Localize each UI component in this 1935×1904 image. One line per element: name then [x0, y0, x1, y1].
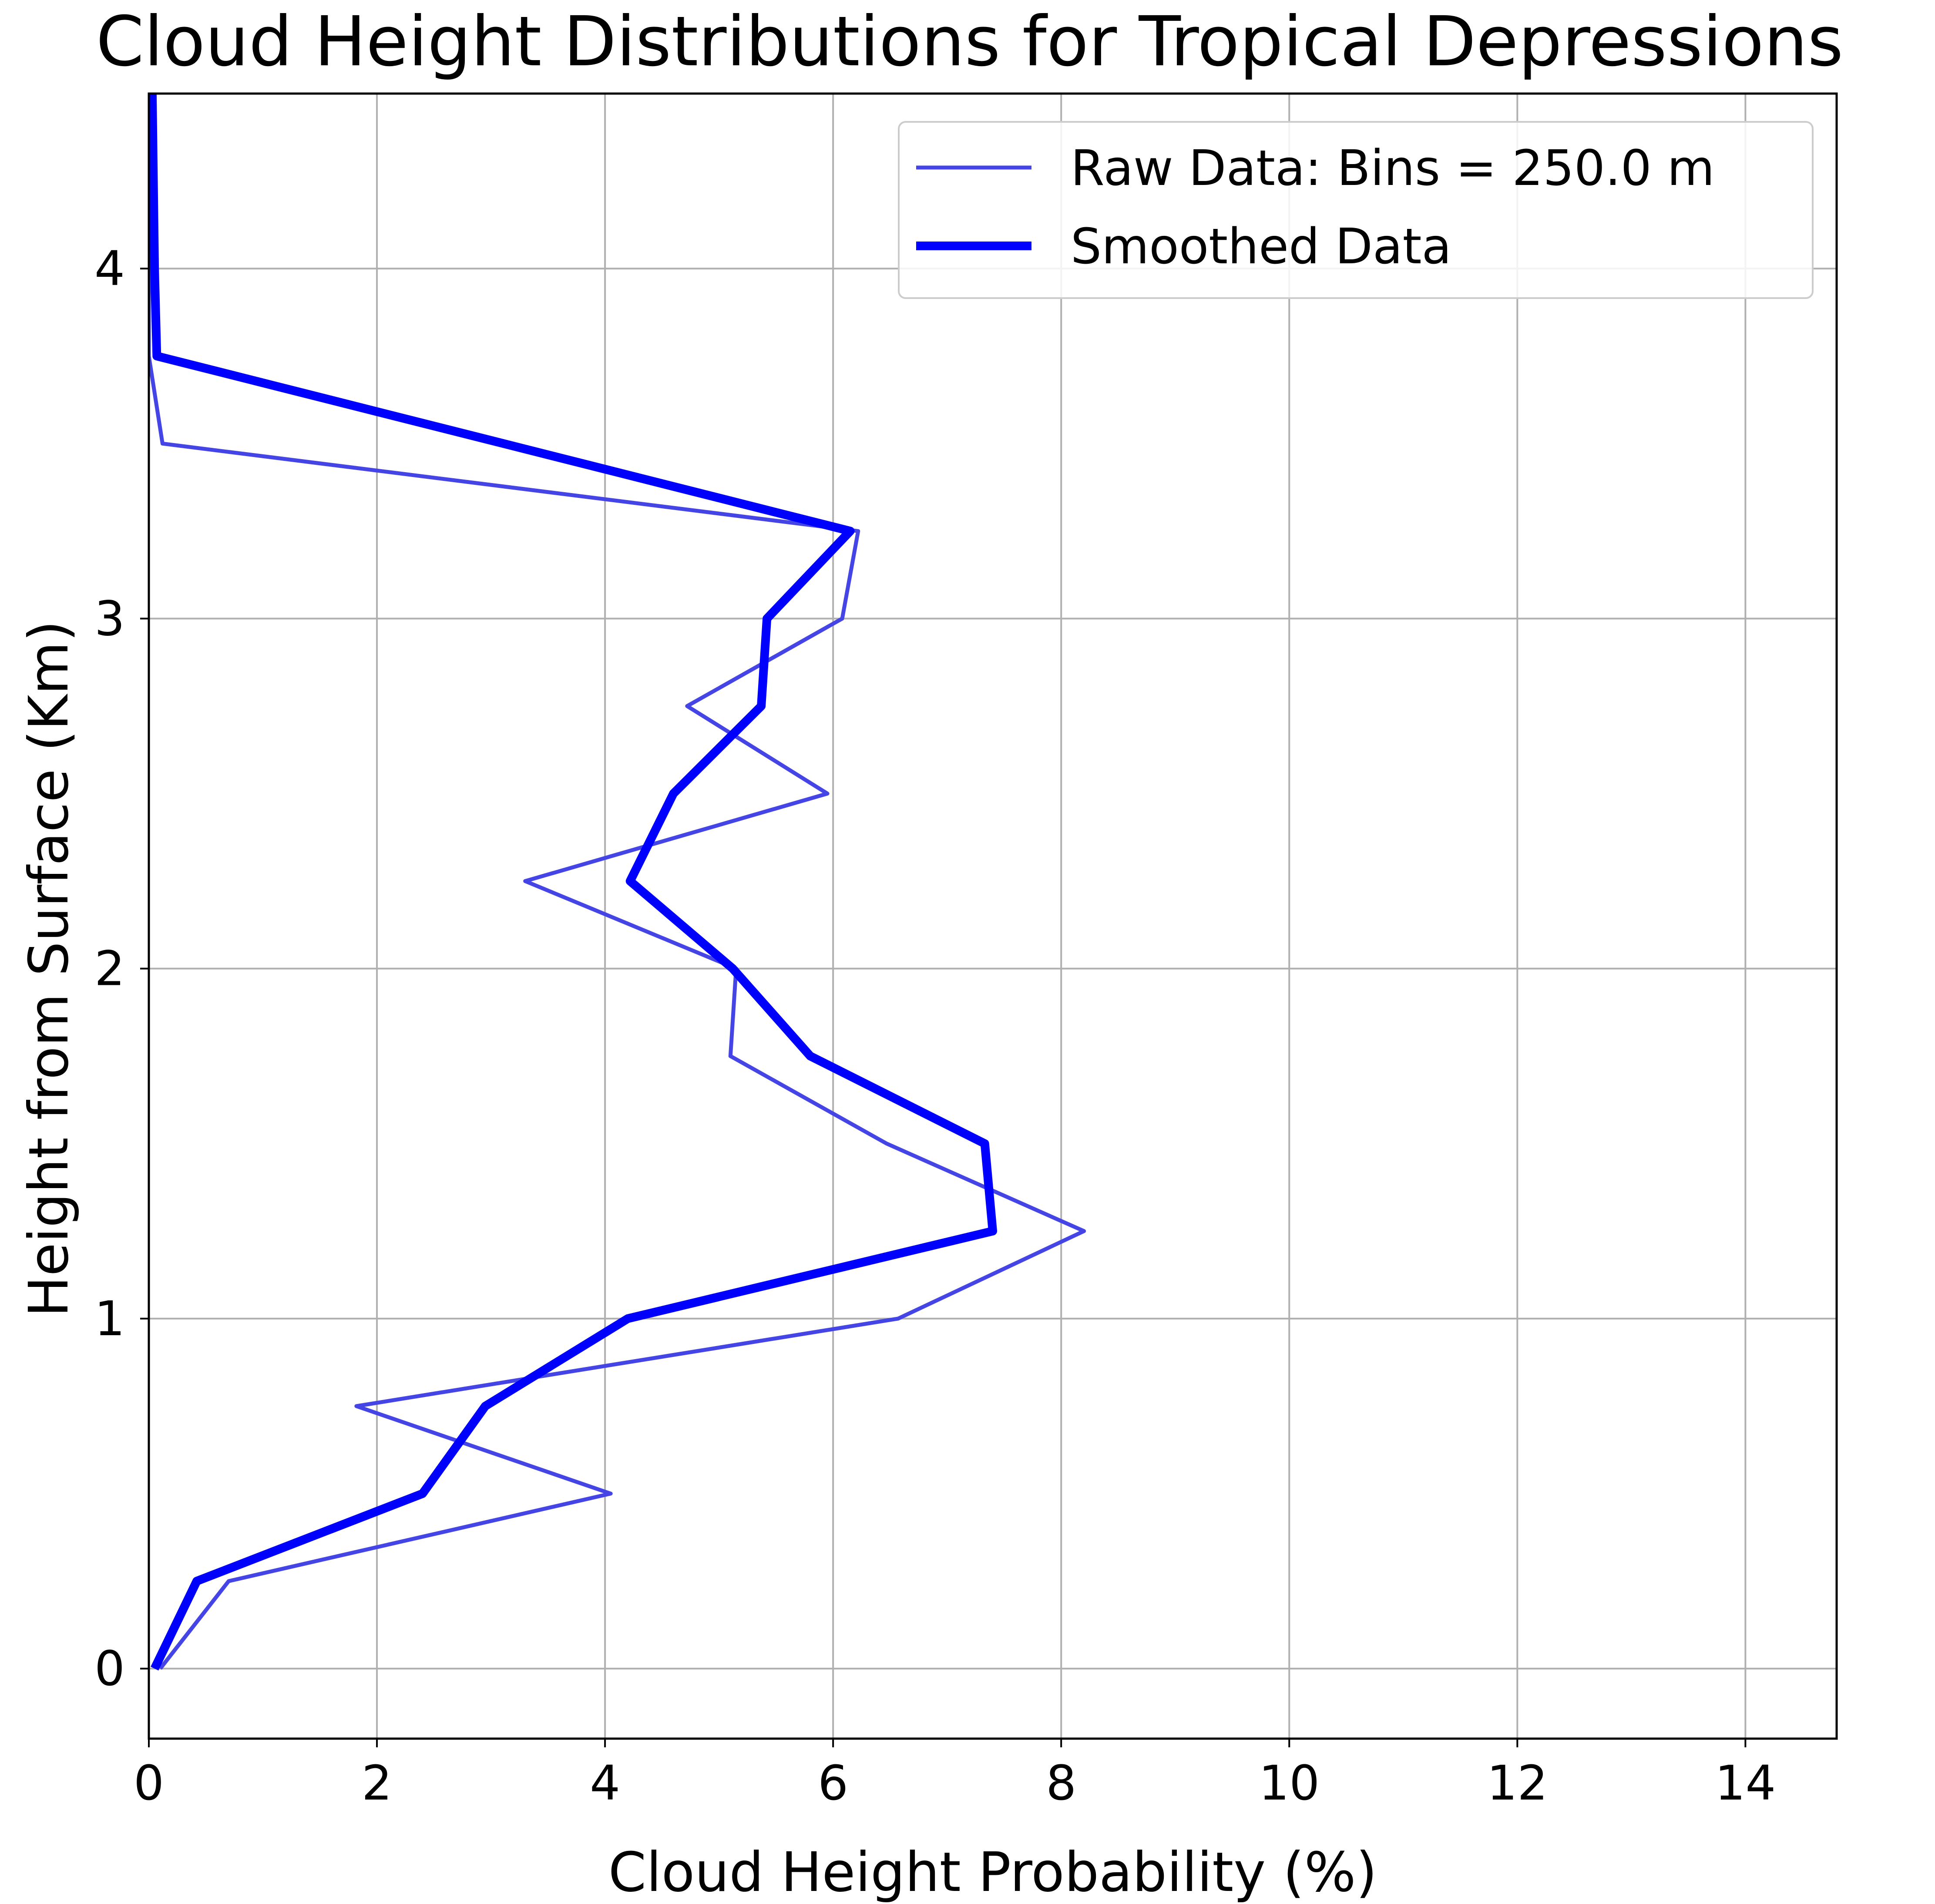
legend: Raw Data: Bins = 250.0 m Smoothed Data [898, 121, 1814, 299]
series-layer [149, 94, 1086, 1671]
x-axis-label: Cloud Height Probability (%) [608, 1841, 1377, 1904]
y-tick-label: 3 [94, 591, 125, 646]
x-tick-label: 10 [1259, 1755, 1320, 1811]
y-tick-label: 0 [94, 1641, 125, 1696]
x-tick-label: 4 [590, 1755, 620, 1811]
x-tick-label: 8 [1046, 1755, 1076, 1811]
legend-frame [898, 121, 1814, 299]
chart-title: Cloud Height Distributions for Tropical … [96, 2, 1844, 82]
y-tick-label: 4 [94, 241, 125, 296]
series-line-smoothed-data [149, 94, 997, 1671]
y-axis-label: Height from Surface (Km) [17, 621, 81, 1317]
legend-label: Raw Data: Bins = 250.0 m [1071, 140, 1715, 197]
x-tick-label: 2 [362, 1755, 392, 1811]
legend-label: Smoothed Data [1071, 218, 1451, 275]
x-tick-label: 6 [818, 1755, 848, 1811]
plot-frame [148, 92, 1838, 1740]
series-line-raw-data [149, 94, 1086, 1670]
x-tick-label: 14 [1715, 1755, 1776, 1811]
y-tick-label: 1 [94, 1291, 125, 1347]
y-tick-label: 2 [94, 941, 125, 997]
x-tick-label: 0 [134, 1755, 164, 1811]
x-tick-label: 12 [1487, 1755, 1548, 1811]
